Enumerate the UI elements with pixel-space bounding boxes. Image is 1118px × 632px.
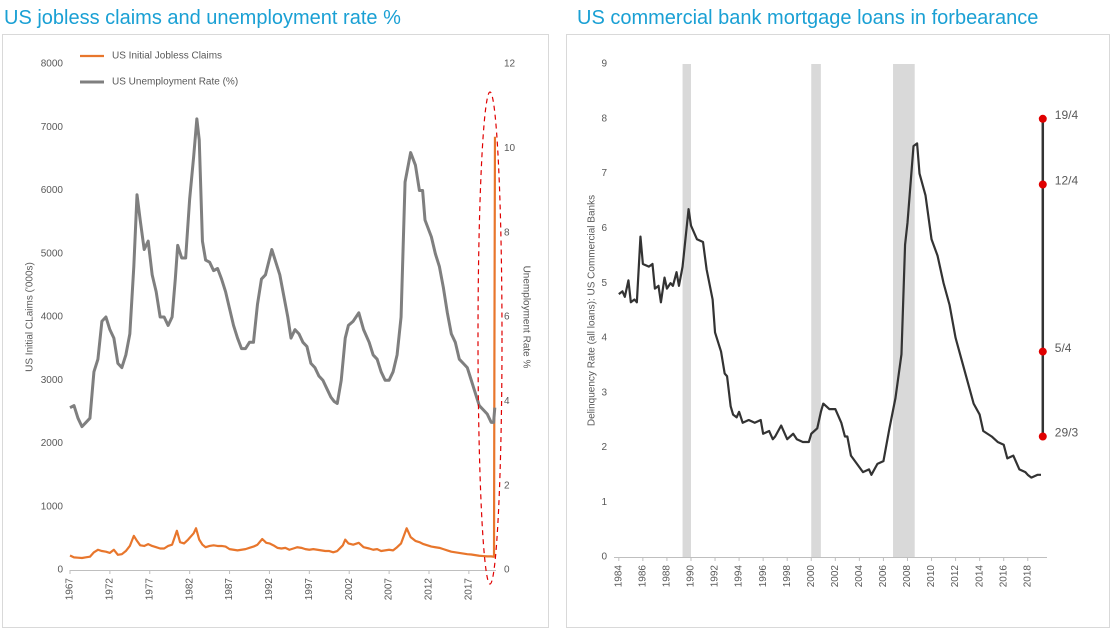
- x-tick-label: 2014: [974, 565, 985, 588]
- x-tick-label: 1992: [264, 578, 275, 601]
- data-line: [69, 117, 497, 429]
- y-tick-label: 0: [57, 565, 63, 576]
- legend-label: US Initial Jobless Claims: [112, 51, 222, 62]
- panel-border: [2, 34, 549, 628]
- x-tick-label: 2007: [384, 578, 395, 601]
- y-tick-label: 0: [601, 552, 607, 563]
- x-tick-label: 2002: [344, 578, 355, 601]
- marker-label: 29/3: [1055, 426, 1079, 440]
- x-tick-label: 2012: [424, 578, 435, 601]
- y-tick-label: 3: [601, 387, 607, 398]
- x-tick-label: 2010: [926, 565, 937, 588]
- x-tick-label: 1997: [304, 578, 315, 601]
- marker-point: [1038, 432, 1047, 441]
- x-tick-label: 1992: [710, 565, 721, 588]
- y-tick-label: 1: [601, 497, 607, 508]
- y-tick-label: 7000: [41, 122, 64, 133]
- x-tick-label: 1986: [638, 565, 649, 588]
- x-tick-label: 2002: [830, 565, 841, 588]
- y2-tick-label: 10: [504, 143, 516, 154]
- chart-title: US commercial bank mortgage loans in for…: [577, 7, 1038, 29]
- recession-band: [682, 64, 691, 557]
- y-tick-label: 2000: [41, 438, 64, 449]
- x-tick-label: 1977: [144, 578, 155, 601]
- y2-axis-label: Unemployment Rate %: [520, 266, 531, 369]
- y-tick-label: 1000: [41, 501, 64, 512]
- data-line: [618, 142, 1041, 479]
- x-tick-label: 2018: [1022, 565, 1033, 588]
- y-tick-label: 4000: [41, 312, 64, 323]
- y-tick-label: 7: [601, 168, 607, 179]
- marker-point: [1038, 114, 1047, 123]
- x-tick-label: 2008: [902, 565, 913, 588]
- x-tick-label: 1987: [224, 578, 235, 601]
- marker-label: 19/4: [1055, 108, 1079, 122]
- y-tick-label: 6: [601, 223, 607, 234]
- marker-label: 5/4: [1055, 341, 1072, 355]
- x-tick-label: 2012: [950, 565, 961, 588]
- x-tick-label: 2016: [998, 565, 1009, 588]
- x-tick-label: 2000: [806, 565, 817, 588]
- recession-band: [811, 64, 821, 557]
- legend-label: US Unemployment Rate (%): [112, 77, 238, 88]
- y2-tick-label: 2: [504, 480, 510, 491]
- y-tick-label: 2: [601, 442, 607, 453]
- y2-tick-label: 6: [504, 312, 510, 323]
- marker-point: [1038, 347, 1047, 356]
- y-axis-label: US Initial CLaims ('000s): [25, 262, 36, 372]
- y-tick-label: 6000: [41, 185, 64, 196]
- x-tick-label: 1994: [734, 565, 745, 588]
- x-tick-label: 2017: [464, 578, 475, 601]
- marker-label: 12/4: [1055, 174, 1079, 188]
- y2-tick-label: 4: [504, 396, 510, 407]
- x-tick-label: 1988: [662, 565, 673, 588]
- y-tick-label: 9: [601, 59, 607, 70]
- panel-border: [566, 34, 1110, 628]
- y-tick-label: 5000: [41, 248, 64, 259]
- x-tick-label: 1984: [613, 565, 624, 588]
- x-tick-label: 1972: [105, 578, 116, 601]
- y-tick-label: 5: [601, 278, 607, 289]
- data-line: [69, 136, 497, 560]
- highlight-ellipse: [477, 91, 503, 585]
- x-tick-label: 1982: [184, 578, 195, 601]
- x-tick-label: 1996: [758, 565, 769, 588]
- x-tick-label: 1967: [65, 578, 76, 601]
- x-tick-label: 2006: [878, 565, 889, 588]
- x-tick-label: 2004: [854, 565, 865, 588]
- chart-title: US jobless claims and unemployment rate …: [4, 7, 401, 29]
- y-axis-label: Delinquency Rate (all loans): US Commerc…: [587, 195, 598, 426]
- x-tick-label: 1990: [686, 565, 697, 588]
- y-tick-label: 8000: [41, 59, 64, 70]
- y-tick-label: 8: [601, 113, 607, 124]
- y-tick-label: 3000: [41, 375, 64, 386]
- marker-point: [1038, 180, 1047, 189]
- y2-tick-label: 8: [504, 227, 510, 238]
- x-tick-label: 1998: [782, 565, 793, 588]
- y2-tick-label: 0: [504, 565, 510, 576]
- y-tick-label: 4: [601, 333, 607, 344]
- y2-tick-label: 12: [504, 59, 516, 70]
